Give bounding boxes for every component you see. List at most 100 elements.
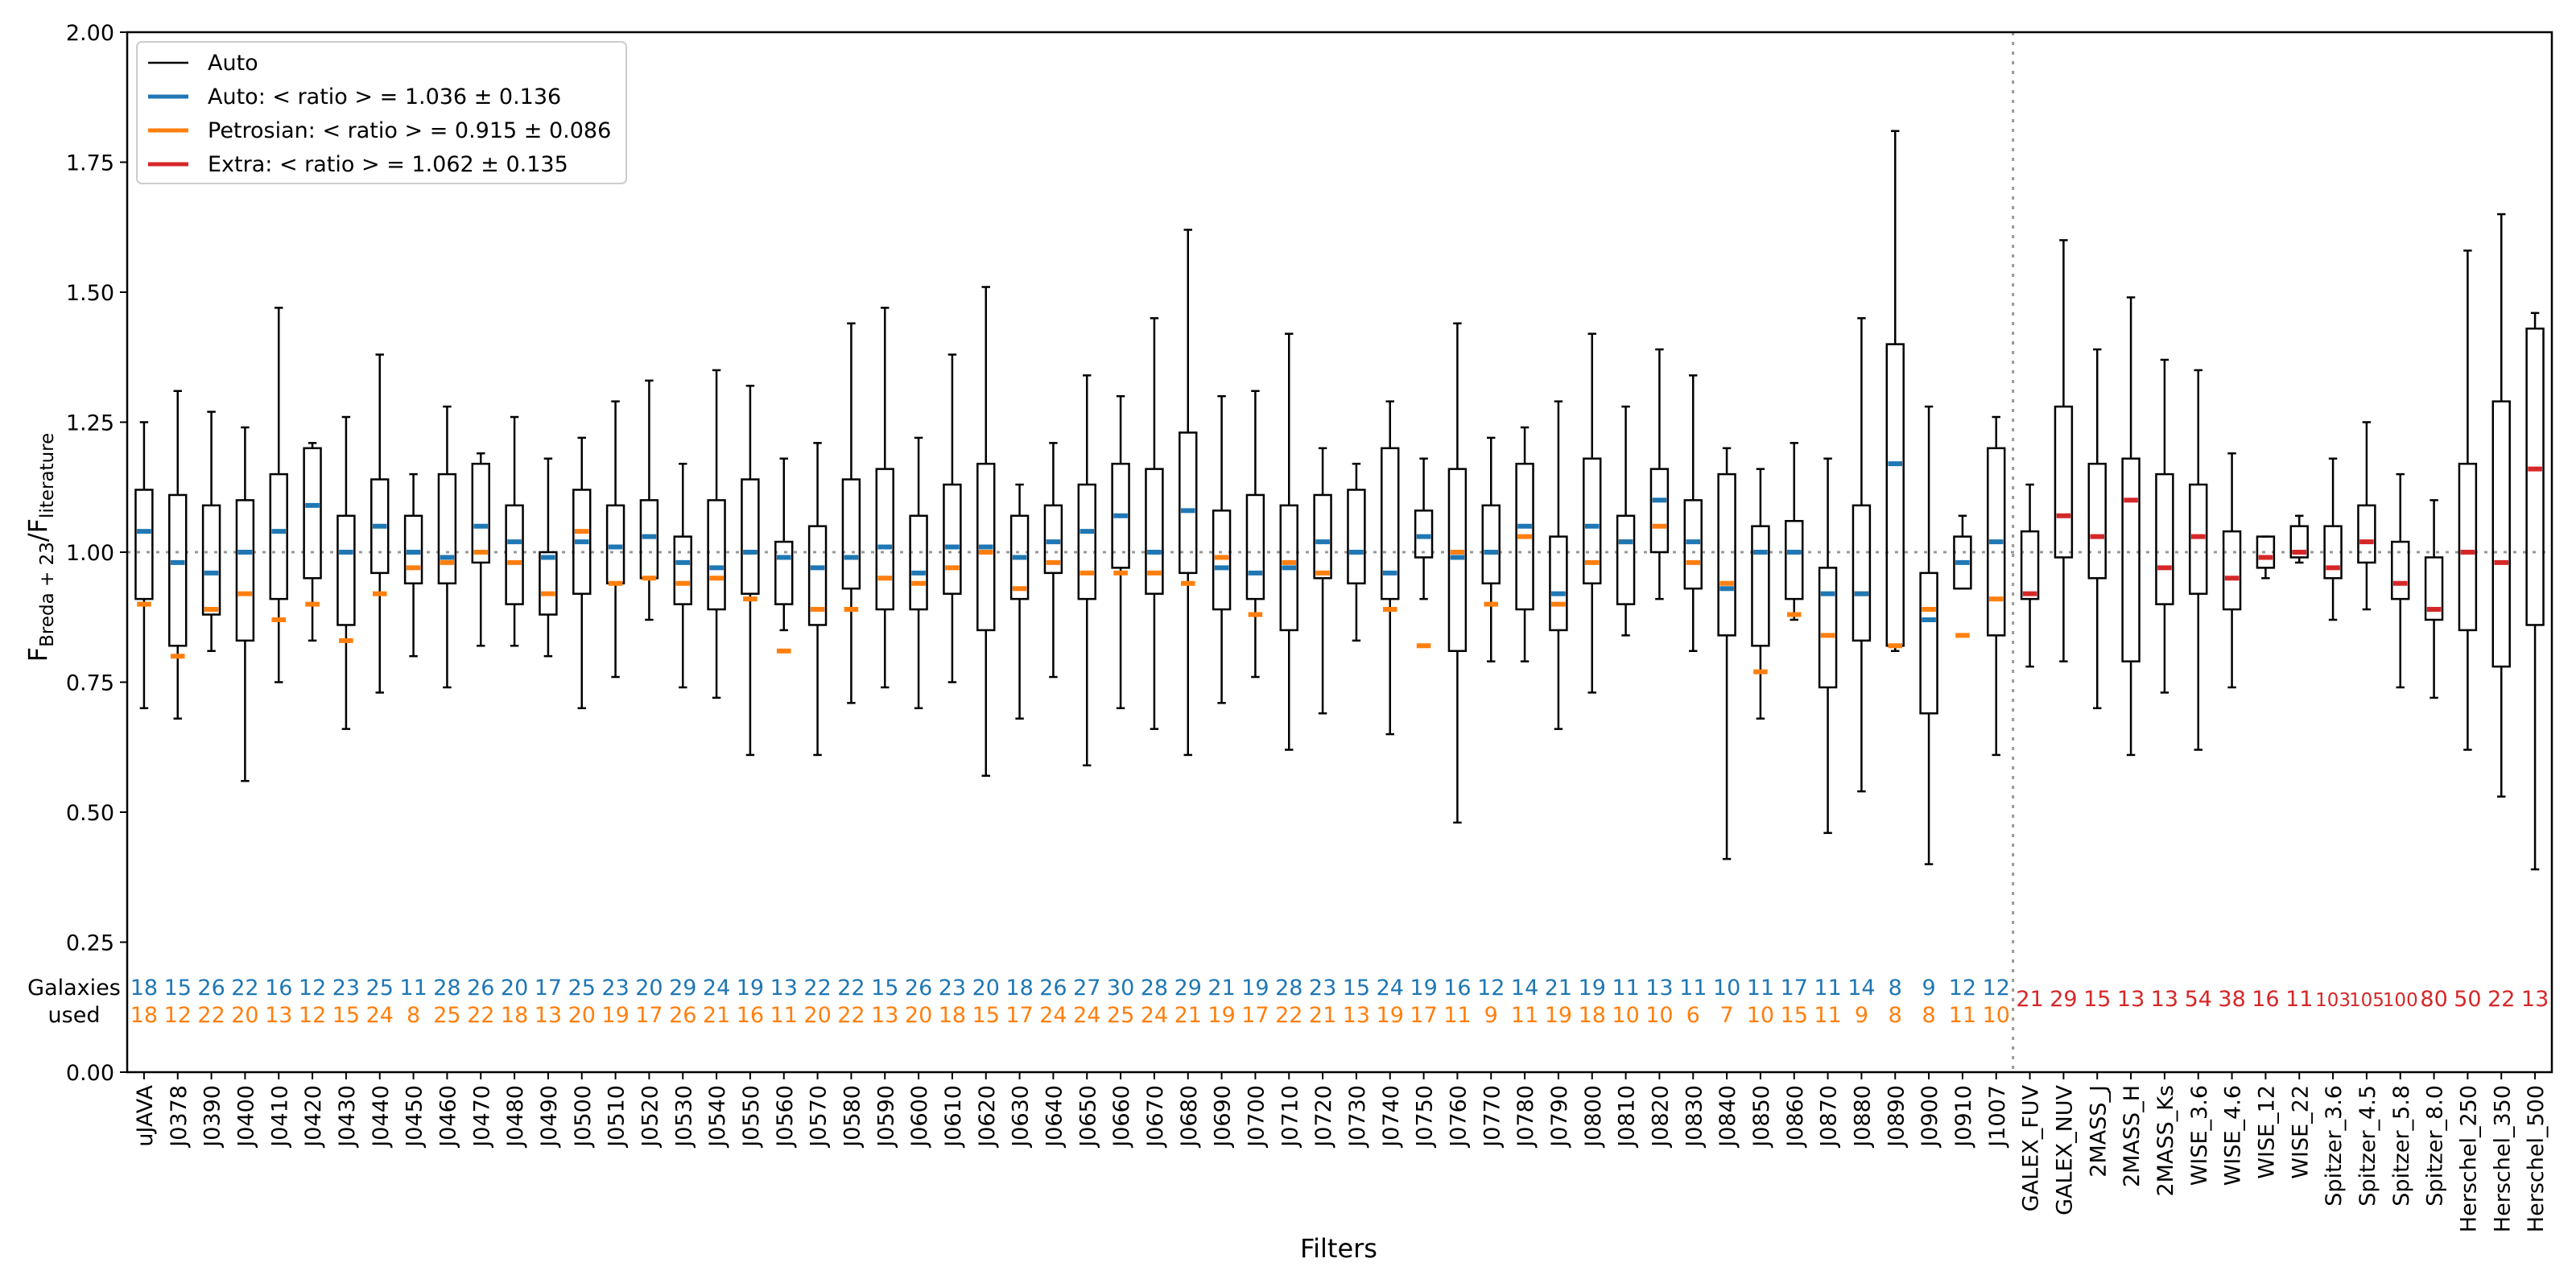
count-auto: 12: [1949, 976, 1976, 1001]
count-auto: 22: [231, 976, 258, 1001]
box-iqr: [2222, 530, 2242, 611]
count-auto: 28: [1275, 976, 1302, 1001]
x-tick-label: J0400: [233, 1085, 258, 1149]
box-iqr: [403, 514, 423, 585]
box-iqr: [1414, 510, 1434, 559]
x-tick-label: J0510: [605, 1085, 630, 1149]
x-tick-label: J1007: [1985, 1085, 2010, 1149]
count-extra: 15: [2083, 987, 2111, 1012]
y-tick-label: 1.50: [66, 281, 114, 306]
count-petrosian: 21: [1174, 1003, 1202, 1028]
x-tick-label: J0770: [1480, 1085, 1505, 1149]
count-auto: 14: [1847, 976, 1875, 1001]
count-auto: 17: [1781, 976, 1808, 1001]
x-tick-label: J0900: [1918, 1085, 1942, 1149]
box-iqr: [505, 504, 524, 605]
count-petrosian: 22: [467, 1003, 494, 1028]
count-auto: 23: [601, 976, 629, 1001]
x-tick-label: J0420: [301, 1085, 326, 1149]
x-tick-label: J0560: [773, 1085, 798, 1149]
count-petrosian: 11: [1511, 1003, 1538, 1028]
count-auto: 19: [1241, 976, 1269, 1001]
box-iqr: [1717, 472, 1736, 637]
count-petrosian: 12: [299, 1003, 326, 1028]
box-iqr: [1279, 504, 1298, 632]
count-auto: 28: [1141, 976, 1168, 1001]
x-tick-label: J0780: [1513, 1085, 1538, 1149]
box-iqr: [2054, 405, 2074, 559]
x-axis-label: Filters: [1300, 1233, 1377, 1264]
box-iqr: [1179, 431, 1198, 575]
plot-frame: [126, 31, 2553, 1074]
count-petrosian: 10: [1645, 1003, 1673, 1028]
box-iqr: [168, 493, 188, 647]
box-iqr: [909, 514, 928, 611]
count-petrosian: 17: [1410, 1003, 1437, 1028]
y-axis-label-subscript: Breda + 23: [37, 542, 58, 647]
y-axis-label-part: F: [23, 647, 53, 662]
x-tick-label: J0610: [941, 1085, 966, 1149]
count-auto: 19: [1410, 976, 1437, 1001]
box-iqr: [2189, 483, 2208, 595]
count-petrosian: 24: [1039, 1003, 1067, 1028]
x-tick-label: J0820: [1648, 1085, 1673, 1149]
box-iqr: [943, 483, 962, 595]
box-WISE_22: 11: [2285, 514, 2313, 1012]
box-iqr: [303, 447, 322, 580]
box-iqr: [1381, 447, 1400, 600]
x-tick-label: J0378: [167, 1085, 192, 1149]
count-petrosian: 19: [601, 1003, 629, 1028]
count-auto: 18: [1005, 976, 1033, 1001]
count-extra: 38: [2218, 987, 2245, 1012]
x-tick-label: J0850: [1749, 1085, 1774, 1149]
x-tick-label: GALEX_NUV: [2052, 1084, 2077, 1215]
box-iqr: [437, 472, 457, 585]
count-petrosian: 10: [1612, 1003, 1639, 1028]
x-tick-label: J0670: [1143, 1085, 1168, 1149]
count-auto: 16: [265, 976, 292, 1001]
count-petrosian: 22: [197, 1003, 225, 1028]
box-iqr: [1885, 343, 1905, 647]
count-petrosian: 18: [1579, 1003, 1606, 1028]
x-tick-label: J0700: [1244, 1085, 1269, 1149]
x-tick-label: J0870: [1817, 1085, 1842, 1149]
box-iqr: [707, 499, 726, 611]
count-petrosian: 11: [1443, 1003, 1471, 1028]
count-petrosian: 8: [1889, 1003, 1902, 1028]
count-petrosian: 9: [1484, 1003, 1498, 1028]
count-extra: 16: [2252, 987, 2279, 1012]
count-auto: 16: [1443, 976, 1471, 1001]
box-iqr: [134, 489, 154, 600]
box-iqr: [841, 478, 861, 590]
count-petrosian: 15: [332, 1003, 360, 1028]
count-petrosian: 18: [939, 1003, 966, 1028]
count-auto: 14: [1511, 976, 1538, 1001]
count-extra: 29: [2050, 987, 2077, 1012]
x-tick-label: Spitzer_3.6: [2322, 1085, 2347, 1207]
count-auto: 29: [1174, 976, 1202, 1001]
x-tick-label: J0580: [840, 1085, 865, 1149]
count-petrosian: 17: [635, 1003, 663, 1028]
x-tick-label: J0800: [1581, 1085, 1606, 1149]
box-iqr: [1515, 462, 1534, 611]
count-extra: 50: [2454, 987, 2481, 1012]
y-axis-label: FBreda + 23/Fliterature: [23, 433, 58, 662]
x-tick-label: J0410: [267, 1085, 292, 1149]
x-tick-label: WISE_3.6: [2187, 1085, 2212, 1186]
box-J0890: 88: [1885, 130, 1905, 1028]
count-auto: 11: [1679, 976, 1707, 1001]
count-petrosian: 16: [737, 1003, 764, 1028]
box-iqr: [2121, 457, 2140, 662]
